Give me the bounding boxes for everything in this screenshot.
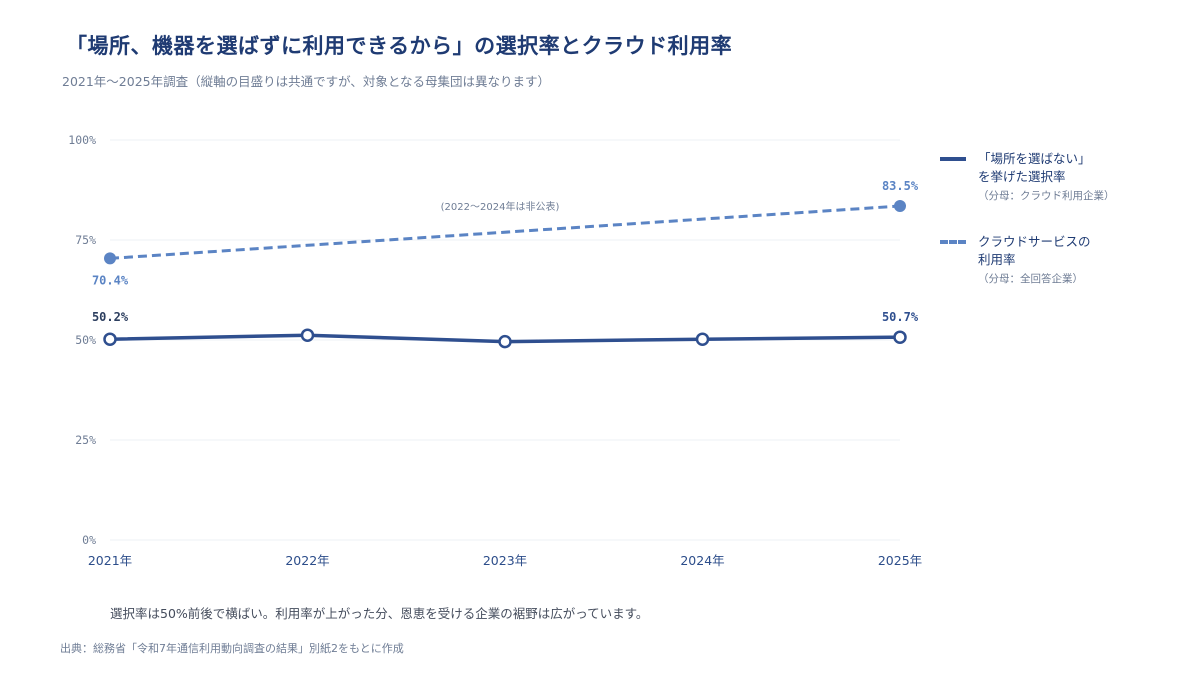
data-point-cloud-usage	[894, 200, 906, 212]
x-tick-label: 2024年	[680, 553, 724, 568]
legend-name: 「場所を選ばない」 を挙げた選択率	[978, 150, 1190, 186]
legend: 「場所を選ばない」 を挙げた選択率 （分母：クラウド利用企業） クラウドサービス…	[940, 150, 1190, 316]
legend-swatch-dashed	[940, 240, 966, 244]
y-tick-label: 0%	[82, 533, 96, 547]
data-point-location-free	[300, 328, 315, 342]
x-tick-label: 2025年	[878, 553, 922, 568]
data-label: 50.7%	[882, 310, 919, 324]
x-tick-label: 2021年	[88, 553, 132, 568]
chart-title: 「場所、機器を選ばずに利用できるから」の選択率とクラウド利用率	[66, 34, 733, 58]
legend-sub: （分母：クラウド利用企業）	[978, 190, 1115, 202]
grid-lines	[110, 139, 900, 541]
chart-caption: 選択率は50%前後で横ばい。利用率が上がった分、恩恵を受ける企業の裾野は広がって…	[110, 606, 649, 621]
data-point-location-free	[893, 330, 907, 344]
data-label: 50.2%	[92, 310, 129, 324]
y-tick-label: 100%	[68, 133, 96, 147]
y-axis-ticks: 0% 25% 50% 75% 100%	[68, 133, 96, 547]
legend-swatch-solid	[940, 157, 966, 161]
data-label: 83.5%	[882, 179, 919, 193]
legend-name: クラウドサービスの 利用率	[978, 233, 1190, 269]
x-tick-label: 2022年	[285, 553, 329, 568]
data-labels: 70.4% 83.5% 50.2% 50.7%	[92, 179, 919, 324]
x-tick-label: 2023年	[483, 553, 527, 568]
source-note: 出典：総務省「令和7年通信利用動向調査の結果」別紙2をもとに作成	[60, 642, 404, 655]
legend-name-line1: クラウドサービスの	[978, 234, 1091, 249]
y-tick-label: 50%	[75, 333, 96, 347]
legend-name-line2: を挙げた選択率	[978, 169, 1066, 184]
data-point-location-free	[103, 332, 117, 346]
legend-item-cloud-usage: クラウドサービスの 利用率 （分母：全回答企業）	[940, 233, 1190, 286]
legend-name-line2: 利用率	[978, 252, 1016, 267]
x-axis-ticks: 2021年 2022年 2023年 2024年 2025年	[88, 553, 922, 568]
annotation-unpublished: (2022～2024年は非公表)	[441, 200, 560, 213]
legend-name-line1: 「場所を選ばない」	[978, 151, 1091, 166]
y-tick-label: 75%	[75, 233, 96, 247]
legend-sub: （分母：全回答企業）	[978, 273, 1083, 285]
data-point-location-free	[498, 334, 512, 349]
data-label: 70.4%	[92, 273, 129, 287]
chart-subtitle: 2021年～2025年調査（縦軸の目盛りは共通ですが、対象となる母集団は異なりま…	[62, 74, 550, 89]
series-line-cloud-usage	[109, 204, 901, 260]
legend-item-location-free: 「場所を選ばない」 を挙げた選択率 （分母：クラウド利用企業）	[940, 150, 1190, 203]
data-point-location-free	[695, 332, 710, 346]
series-cloud-usage	[104, 200, 906, 265]
series-location-free	[103, 328, 907, 349]
data-point-cloud-usage	[104, 252, 116, 265]
y-tick-label: 25%	[75, 433, 96, 447]
